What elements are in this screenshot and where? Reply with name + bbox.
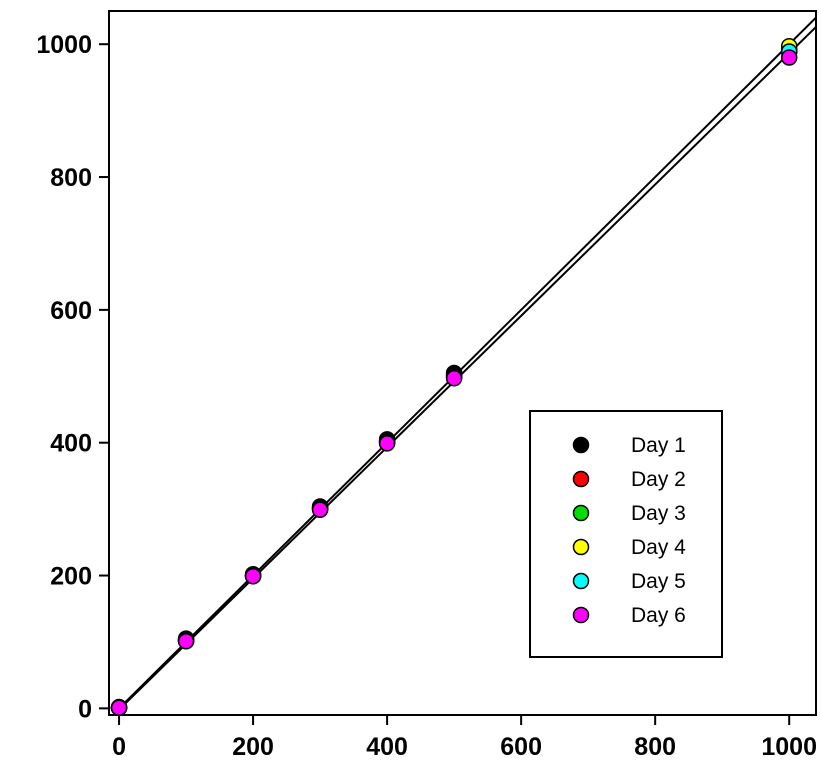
data-point-day-6: [780, 49, 798, 66]
y-axis: 0 200 400 600 800 1000: [36, 31, 109, 723]
legend-marker-day-1: [572, 436, 590, 454]
data-point-day-6: [311, 501, 329, 519]
y-tick-label: 600: [50, 297, 92, 325]
x-tick-label: 400: [366, 733, 408, 761]
x-tick-label: 1000: [761, 733, 817, 761]
legend-marker-day-3: [572, 504, 590, 522]
fit-lines: [118, 16, 816, 711]
legend-label-day-2: Day 2: [631, 468, 686, 491]
x-tick-label: 200: [232, 733, 274, 761]
legend-label-day-6: Day 6: [631, 604, 686, 627]
fit-line-2: [118, 26, 816, 711]
x-tick-label: 600: [500, 733, 542, 761]
data-point-day-6: [244, 567, 262, 585]
x-tick-label: 0: [112, 733, 126, 761]
legend-box: [529, 410, 723, 658]
legend-marker-day-4: [572, 538, 590, 556]
data-points: [110, 37, 798, 716]
legend-label-day-3: Day 3: [631, 502, 686, 525]
data-point-day-6: [110, 699, 128, 716]
y-tick-label: 800: [50, 164, 92, 192]
y-tick-label: 200: [50, 563, 92, 591]
legend-label-day-4: Day 4: [631, 536, 686, 559]
fit-line-1: [118, 16, 816, 710]
data-point-day-6: [378, 435, 396, 452]
x-axis: 0 200 400 600 800 1000: [112, 715, 817, 761]
y-tick-label: 1000: [36, 31, 92, 59]
legend: Day 1 Day 2 Day 3 Day 4 Day 5 Day 6: [529, 410, 723, 658]
y-tick-label: 0: [78, 695, 92, 723]
y-tick-label: 400: [50, 430, 92, 458]
data-point-day-6: [177, 633, 195, 650]
x-tick-label: 800: [634, 733, 676, 761]
legend-marker-day-2: [572, 470, 590, 488]
legend-marker-day-5: [572, 572, 590, 590]
data-point-day-6: [445, 370, 463, 387]
legend-label-day-1: Day 1: [631, 434, 686, 457]
legend-label-day-5: Day 5: [631, 570, 686, 593]
legend-marker-day-6: [572, 606, 590, 624]
